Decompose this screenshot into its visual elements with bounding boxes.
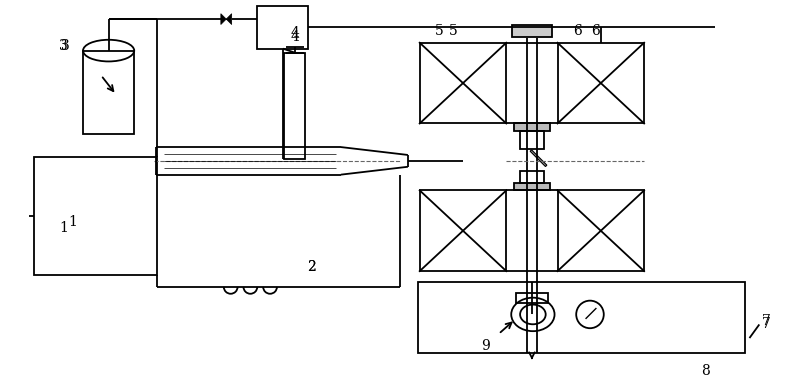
Bar bbox=[520, 171, 544, 182]
Bar bbox=[514, 182, 550, 190]
Bar bbox=[258, 6, 309, 49]
Bar bbox=[284, 52, 306, 159]
Polygon shape bbox=[530, 150, 547, 166]
Text: 7: 7 bbox=[762, 314, 770, 328]
Bar bbox=[558, 190, 644, 271]
Text: 3: 3 bbox=[59, 39, 68, 53]
Text: 6: 6 bbox=[573, 24, 582, 38]
Bar bbox=[418, 282, 745, 353]
Bar bbox=[420, 190, 506, 271]
Text: 3: 3 bbox=[61, 39, 70, 53]
Text: 4: 4 bbox=[290, 30, 299, 44]
Text: 6: 6 bbox=[591, 24, 600, 38]
Text: 5: 5 bbox=[449, 24, 458, 38]
Bar bbox=[512, 25, 551, 37]
Bar bbox=[558, 43, 644, 124]
Bar bbox=[83, 51, 134, 134]
Text: 1: 1 bbox=[69, 215, 78, 229]
Text: 5: 5 bbox=[435, 24, 444, 38]
Text: 2: 2 bbox=[307, 260, 316, 274]
Bar bbox=[420, 43, 506, 124]
Text: 1: 1 bbox=[59, 221, 68, 235]
Bar bbox=[514, 124, 550, 131]
Polygon shape bbox=[221, 14, 232, 25]
Bar bbox=[520, 131, 544, 149]
Bar bbox=[34, 157, 157, 275]
Text: 4: 4 bbox=[290, 26, 299, 40]
Bar bbox=[516, 293, 548, 302]
Text: 7: 7 bbox=[762, 317, 770, 331]
Text: 8: 8 bbox=[701, 364, 710, 378]
Text: 9: 9 bbox=[482, 339, 490, 353]
Text: 2: 2 bbox=[307, 260, 316, 274]
